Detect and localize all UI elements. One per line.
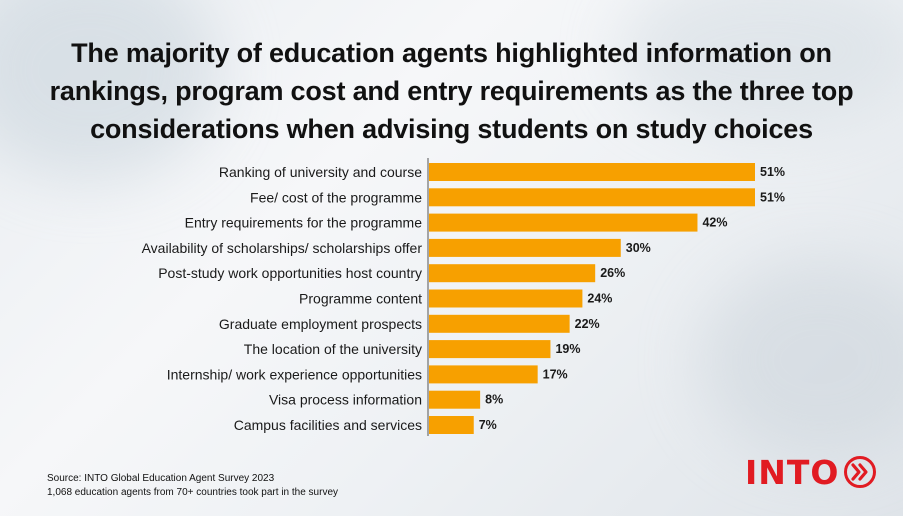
category-label: Ranking of university and course <box>219 164 422 180</box>
category-label: Fee/ cost of the programme <box>250 189 422 205</box>
bar <box>429 416 474 434</box>
bar <box>429 365 538 384</box>
bar-chart: Ranking of university and course 51% Fee/ … <box>142 158 785 436</box>
logo-text: INTO <box>745 452 840 492</box>
survey-note: 1,068 education agents from 70+ countrie… <box>47 487 339 498</box>
value-label: 51% <box>760 165 785 179</box>
value-label: 19% <box>555 342 580 356</box>
bar <box>429 163 755 181</box>
double-chevron-icon <box>844 456 877 488</box>
value-label: 30% <box>626 241 651 255</box>
bar <box>429 390 481 409</box>
source-note: Source: INTO Global Education Agent Surv… <box>47 472 338 500</box>
category-label: Availability of scholarships/ scholarshi… <box>142 240 423 256</box>
category-label: Visa process information <box>269 392 422 408</box>
bar <box>429 188 755 207</box>
bar <box>429 340 551 359</box>
category-label: Graduate employment prospects <box>219 316 422 332</box>
category-label: Campus facilities and services <box>234 417 422 433</box>
chart-title: The majority of education agents highlig… <box>49 38 854 144</box>
value-label: 17% <box>543 367 568 381</box>
value-label: 7% <box>479 418 497 432</box>
background-blur <box>620 0 903 130</box>
bar <box>429 238 621 257</box>
category-label: The location of the university <box>244 341 422 357</box>
value-label: 24% <box>587 292 612 306</box>
source-line: Source: INTO Global Education Agent Surv… <box>47 473 275 484</box>
bar <box>429 264 596 283</box>
category-label: Entry requirements for the programme <box>185 215 423 231</box>
value-label: 26% <box>600 266 625 280</box>
category-label: Post-study work opportunities host count… <box>158 265 422 281</box>
into-logo: INTO <box>745 452 877 492</box>
background-blur <box>700 260 903 460</box>
category-label: Internship/ work experience opportunitie… <box>167 366 422 382</box>
value-label: 22% <box>575 317 600 331</box>
category-label: Programme content <box>299 291 422 307</box>
value-label: 8% <box>485 393 503 407</box>
bar <box>429 213 698 232</box>
bar <box>429 289 583 308</box>
bar <box>429 314 570 333</box>
value-label: 51% <box>760 190 785 204</box>
value-label: 42% <box>702 216 727 230</box>
